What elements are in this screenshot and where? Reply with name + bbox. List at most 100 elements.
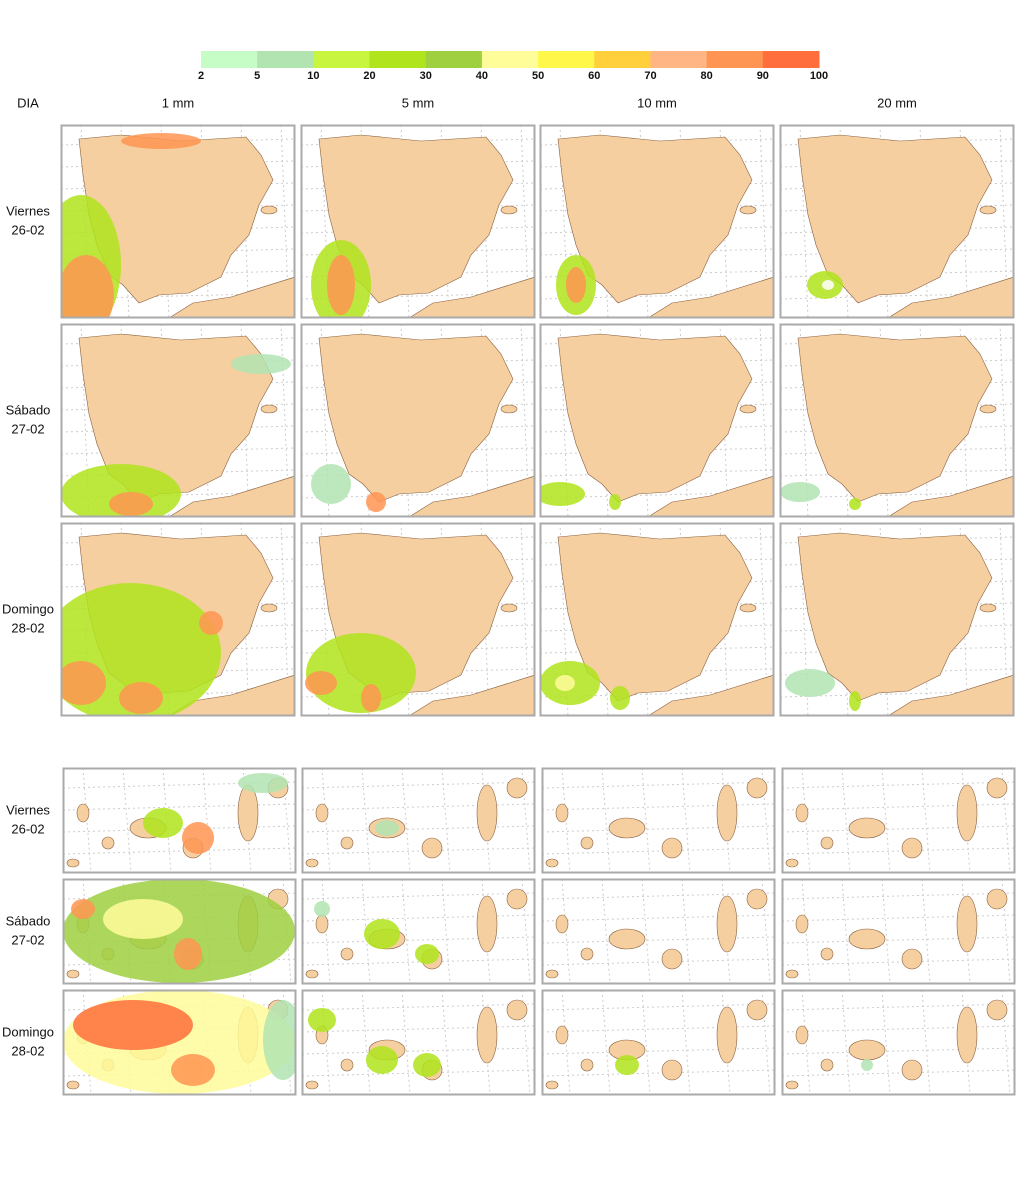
- rain-area: [73, 1000, 193, 1050]
- rain-area: [109, 492, 153, 516]
- map-content: [63, 990, 296, 1095]
- legend-swatch: [257, 51, 314, 68]
- legend-swatch: [425, 51, 483, 68]
- graticule: [540, 425, 774, 433]
- panel-border: [779, 522, 1015, 717]
- map-content: [61, 523, 295, 716]
- island: [848, 817, 886, 839]
- sea: [782, 990, 1015, 1095]
- graticule: [542, 914, 775, 922]
- graticule: [780, 337, 1014, 345]
- island: [716, 895, 738, 953]
- island: [661, 948, 683, 970]
- graticule: [782, 825, 1015, 833]
- map-content: [301, 523, 535, 716]
- island: [315, 803, 329, 823]
- rain-area: [103, 899, 183, 939]
- row-day: Domingo: [2, 1024, 54, 1039]
- graticule: [61, 668, 295, 676]
- graticule: [302, 892, 535, 900]
- map-panel: [539, 323, 775, 518]
- island: [979, 404, 997, 414]
- graticule: [301, 226, 535, 234]
- graticule: [301, 270, 535, 278]
- graticule: [542, 847, 775, 855]
- graticule: [302, 781, 535, 789]
- map-panel: [300, 124, 536, 319]
- island: [986, 888, 1008, 910]
- graticule: [302, 958, 535, 966]
- graticule: [302, 936, 535, 944]
- sea: [542, 768, 775, 873]
- map-panel: [779, 323, 1015, 518]
- sea: [782, 879, 1015, 984]
- graticule: [542, 892, 775, 900]
- legend-tick: 60: [588, 70, 600, 82]
- graticule: [782, 1003, 1015, 1011]
- rain-area: [609, 494, 621, 510]
- rain-area: [822, 280, 834, 290]
- graticule: [302, 847, 535, 855]
- rain-area: [366, 492, 386, 512]
- graticule: [782, 958, 1015, 966]
- column-header: 1 mm: [162, 95, 195, 110]
- graticule: [782, 1069, 1015, 1077]
- graticule: [540, 668, 774, 676]
- island: [956, 784, 978, 842]
- island: [260, 404, 278, 414]
- map-content: [782, 768, 1015, 873]
- rain-area: [61, 661, 106, 705]
- graticule: [540, 248, 774, 256]
- island: [545, 969, 559, 979]
- graticule: [301, 138, 535, 146]
- land: [168, 475, 295, 517]
- rain-area: [555, 675, 575, 691]
- rain-area: [121, 133, 201, 149]
- graticule: [302, 803, 535, 811]
- legend-tick: 100: [810, 70, 828, 82]
- rain-area: [305, 671, 337, 695]
- island: [746, 999, 768, 1021]
- map-panel: [301, 989, 536, 1096]
- island: [506, 999, 528, 1021]
- island: [315, 914, 329, 934]
- graticule: [782, 781, 1015, 789]
- map-panel: [541, 989, 776, 1096]
- island: [795, 914, 809, 934]
- island: [506, 888, 528, 910]
- graticule: [302, 825, 535, 833]
- graticule: [302, 1003, 535, 1011]
- map-panel: [60, 323, 296, 518]
- map-panel: [781, 878, 1016, 985]
- panel-border: [301, 878, 536, 985]
- legend-tick: 2: [198, 70, 204, 82]
- rain-area: [311, 464, 351, 504]
- island: [76, 803, 90, 823]
- graticule: [61, 469, 295, 477]
- graticule: [301, 447, 535, 455]
- panel-border: [539, 124, 775, 319]
- graticule: [782, 1047, 1015, 1055]
- rain-area: [566, 267, 586, 303]
- rain-area: [61, 255, 114, 318]
- legend-swatch: [313, 51, 371, 68]
- graticule: [799, 125, 809, 318]
- graticule: [540, 226, 774, 234]
- sea: [542, 990, 775, 1095]
- island: [739, 404, 757, 414]
- legend-tick: 50: [532, 70, 544, 82]
- legend-swatch: [594, 51, 651, 68]
- graticule: [63, 803, 296, 811]
- map-content: [61, 125, 295, 318]
- rain-area: [849, 691, 861, 711]
- island: [500, 404, 518, 414]
- island: [66, 858, 80, 868]
- land: [647, 276, 774, 318]
- map-content: [301, 324, 535, 517]
- graticule: [301, 425, 535, 433]
- island: [716, 784, 738, 842]
- rain-area: [327, 255, 355, 315]
- graticule: [301, 248, 535, 256]
- rain-area: [119, 682, 163, 714]
- graticule: [542, 781, 775, 789]
